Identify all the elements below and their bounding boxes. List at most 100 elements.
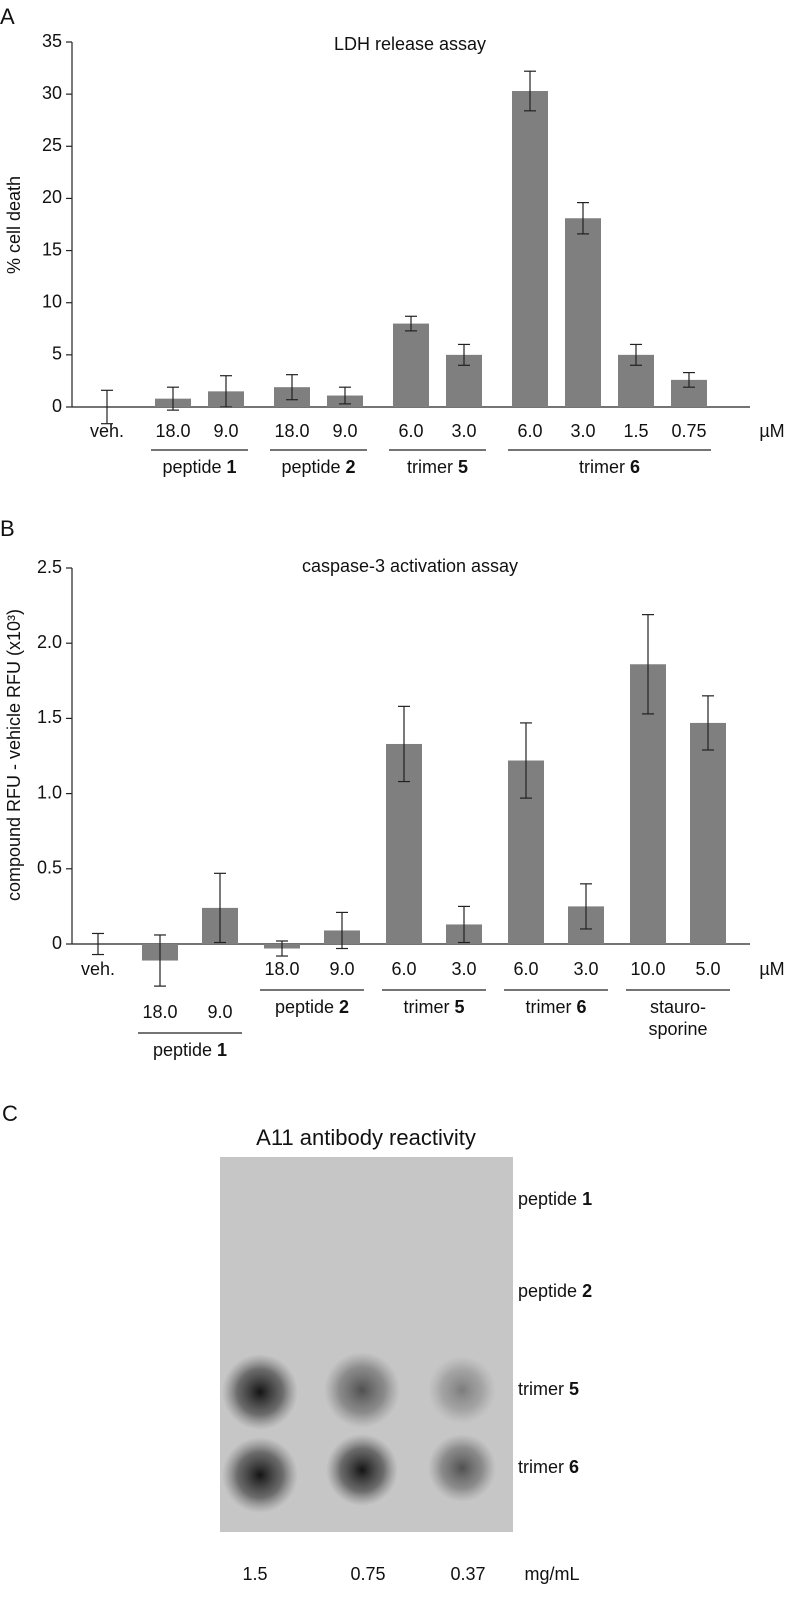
blot-spot xyxy=(326,1434,398,1506)
label-text: peptide xyxy=(162,457,221,477)
x-tick-label: 5.0 xyxy=(695,959,720,979)
bar xyxy=(565,218,601,407)
chart-title: caspase-3 activation assay xyxy=(302,556,518,576)
group-label: stauro- xyxy=(650,997,706,1017)
y-tick-label: 35 xyxy=(42,31,62,51)
panel-letter: A xyxy=(0,4,15,29)
label-text: peptide xyxy=(153,1040,212,1060)
x-tick-label: 6.0 xyxy=(517,421,542,441)
unit-label: µM xyxy=(759,421,784,441)
x-tick-label: 1.5 xyxy=(623,421,648,441)
blot-spot xyxy=(222,1354,298,1430)
x-tick-label: 18.0 xyxy=(274,421,309,441)
label-number: 5 xyxy=(455,997,465,1017)
x-tick-label: 3.0 xyxy=(573,959,598,979)
label-number: 1 xyxy=(582,1189,592,1209)
group-label: trimer 6 xyxy=(579,457,640,477)
label-text: trimer xyxy=(518,1457,564,1477)
y-tick-label: 20 xyxy=(42,187,62,207)
blot-title: A11 antibody reactivity xyxy=(256,1125,476,1150)
y-tick-label: 0 xyxy=(52,933,62,953)
label-text: peptide xyxy=(275,997,334,1017)
column-label: 0.75 xyxy=(350,1564,385,1584)
panel-letter: C xyxy=(2,1101,18,1126)
group-label: trimer 5 xyxy=(403,997,464,1017)
unit-label: mg/mL xyxy=(524,1564,579,1584)
y-tick-label: 2.5 xyxy=(37,557,62,577)
x-tick-label: 18.0 xyxy=(142,1002,177,1022)
group-label: peptide 1 xyxy=(162,457,236,477)
blot-spot xyxy=(428,1356,496,1424)
group-label: peptide 2 xyxy=(281,457,355,477)
y-tick-label: 25 xyxy=(42,135,62,155)
row-label: trimer 6 xyxy=(518,1457,579,1477)
row-label: peptide 2 xyxy=(518,1281,592,1301)
label-number: 1 xyxy=(227,457,237,477)
label-number: 6 xyxy=(577,997,587,1017)
y-tick-label: 5 xyxy=(52,344,62,364)
chart-title: LDH release assay xyxy=(334,34,486,54)
blot-panel: A11 antibody reactivity xyxy=(220,1125,513,1532)
row-label: trimer 5 xyxy=(518,1379,579,1399)
x-tick-label: 6.0 xyxy=(513,959,538,979)
x-tick-label: 18.0 xyxy=(264,959,299,979)
group-label: sporine xyxy=(648,1019,707,1039)
label-text: trimer xyxy=(579,457,625,477)
column-label: 0.37 xyxy=(450,1564,485,1584)
bar xyxy=(393,323,429,407)
y-tick-label: 0 xyxy=(52,396,62,416)
label-number: 6 xyxy=(630,457,640,477)
x-tick-label: 10.0 xyxy=(630,959,665,979)
x-tick-label: 9.0 xyxy=(207,1002,232,1022)
unit-label: µM xyxy=(759,959,784,979)
bar xyxy=(690,722,726,944)
blot-spot xyxy=(222,1437,298,1513)
label-number: 2 xyxy=(582,1281,592,1301)
label-text: trimer xyxy=(407,457,453,477)
x-tick-label: 6.0 xyxy=(391,959,416,979)
label-text: peptide xyxy=(518,1281,577,1301)
bar xyxy=(512,91,548,407)
x-tick-label: 6.0 xyxy=(398,421,423,441)
y-axis-label: % cell death xyxy=(4,176,24,274)
label-number: 5 xyxy=(458,457,468,477)
label-number: 6 xyxy=(569,1457,579,1477)
y-tick-label: 1.0 xyxy=(37,782,62,802)
label-text: trimer xyxy=(403,997,449,1017)
x-tick-label: 0.75 xyxy=(671,421,706,441)
group-label: trimer 5 xyxy=(407,457,468,477)
group-label: peptide 1 xyxy=(153,1040,227,1060)
y-tick-label: 0.5 xyxy=(37,858,62,878)
label-number: 2 xyxy=(346,457,356,477)
x-tick-label: 9.0 xyxy=(213,421,238,441)
x-tick-label: 18.0 xyxy=(155,421,190,441)
label-text: peptide xyxy=(281,457,340,477)
x-tick-label: 3.0 xyxy=(570,421,595,441)
y-tick-label: 10 xyxy=(42,291,62,311)
x-tick-label: veh. xyxy=(90,421,124,441)
blot-spot xyxy=(428,1434,496,1502)
label-text: trimer xyxy=(525,997,571,1017)
x-tick-label: 3.0 xyxy=(451,959,476,979)
label-number: 5 xyxy=(569,1379,579,1399)
label-text: trimer xyxy=(518,1379,564,1399)
y-tick-label: 15 xyxy=(42,239,62,259)
panel-letter: B xyxy=(0,516,15,541)
row-label: peptide 1 xyxy=(518,1189,592,1209)
group-label: peptide 2 xyxy=(275,997,349,1017)
y-axis-label: compound RFU - vehicle RFU (x10³) xyxy=(4,609,24,901)
label-text: peptide xyxy=(518,1189,577,1209)
label-number: 2 xyxy=(339,997,349,1017)
y-tick-label: 1.5 xyxy=(37,707,62,727)
y-tick-label: 2.0 xyxy=(37,632,62,652)
x-tick-label: veh. xyxy=(81,959,115,979)
x-tick-label: 9.0 xyxy=(329,959,354,979)
x-tick-label: 9.0 xyxy=(332,421,357,441)
label-number: 1 xyxy=(217,1040,227,1060)
blot-spot xyxy=(324,1352,400,1428)
group-label: trimer 6 xyxy=(525,997,586,1017)
column-label: 1.5 xyxy=(242,1564,267,1584)
y-tick-label: 30 xyxy=(42,83,62,103)
x-tick-label: 3.0 xyxy=(451,421,476,441)
